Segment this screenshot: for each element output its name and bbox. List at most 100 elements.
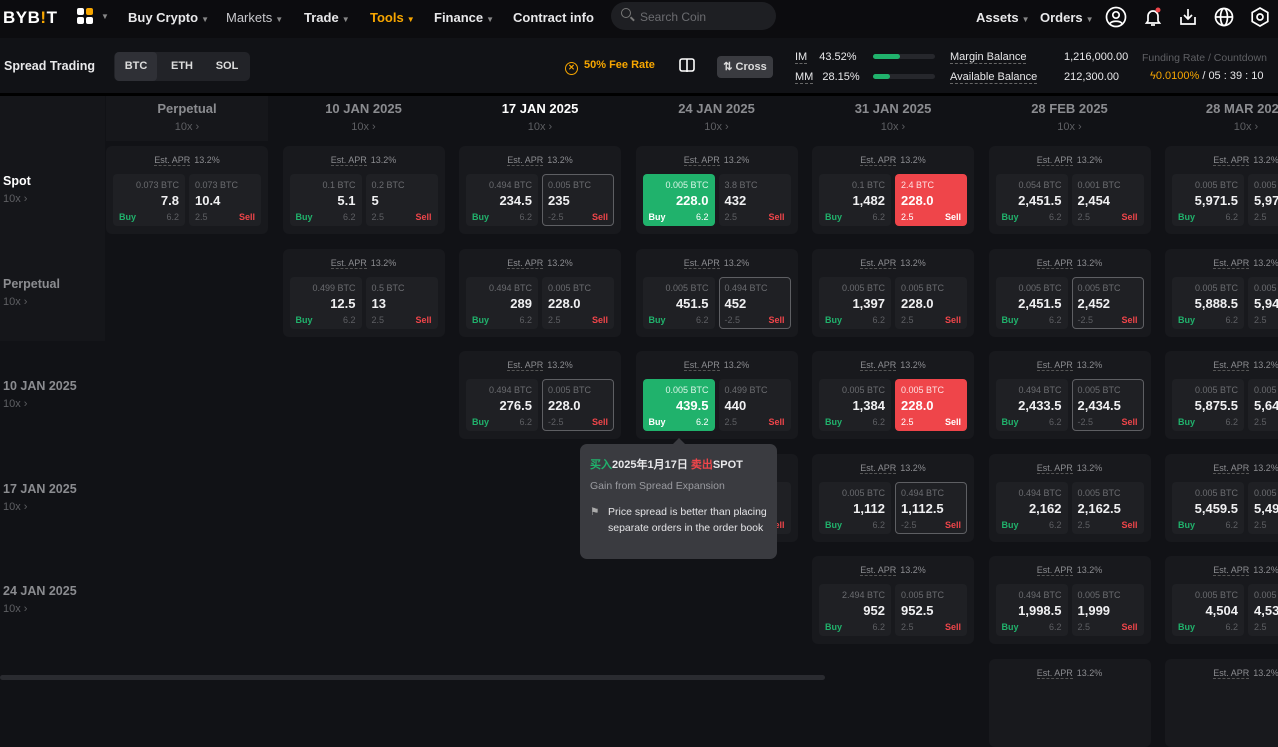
sell-button[interactable]: 0.005 BTC 2,162.5 2.5 Sell bbox=[1071, 481, 1144, 534]
row-header[interactable]: 17 JAN 2025 10x › bbox=[3, 481, 77, 513]
buy-button[interactable]: 0.005 BTC 5,888.5 6.2 Buy bbox=[1172, 276, 1244, 329]
buy-button[interactable]: 0.1 BTC 1,482 6.2 Buy bbox=[819, 174, 891, 226]
row-header[interactable]: Spot 10x › bbox=[3, 174, 31, 205]
spread-card: Est. APR 13.2% 0.005 BTC 1,384 6.2 Buy 0.005 B… bbox=[812, 351, 974, 439]
bell-icon[interactable] bbox=[1142, 6, 1164, 28]
row-header[interactable]: 24 JAN 2025 10x › bbox=[3, 584, 77, 615]
sell-button[interactable]: 0.5 BTC 13 2.5 Sell bbox=[365, 276, 438, 329]
coin-tab-eth[interactable]: ETH bbox=[171, 60, 193, 72]
buy-button[interactable]: 0.005 BTC 5,875.5 6.2 Buy bbox=[1172, 379, 1244, 431]
bybit-logo[interactable]: BYB!T bbox=[3, 8, 58, 27]
sell-button[interactable]: 0.494 BTC 452 -2.5 Sell bbox=[718, 276, 791, 329]
apr-value: 13.2% bbox=[547, 257, 573, 268]
buy-button[interactable]: 0.494 BTC 2,162 6.2 Buy bbox=[995, 481, 1068, 534]
buy-button[interactable]: 0.005 BTC 1,112 6.2 Buy bbox=[819, 481, 891, 534]
search-input[interactable]: Search Coin bbox=[611, 2, 776, 30]
nav-tools[interactable]: Tools ▼ bbox=[370, 10, 415, 25]
apr-label: Est. APR bbox=[860, 257, 897, 269]
nav-markets[interactable]: Markets ▼ bbox=[226, 10, 284, 25]
buy-button[interactable]: 0.073 BTC 7.8 6.2 Buy bbox=[113, 174, 185, 226]
sell-button[interactable]: 0.005 BTC 228.0 -2.5 Sell bbox=[542, 379, 614, 431]
column-header[interactable]: 31 JAN 2025 10x › bbox=[854, 101, 932, 133]
apr-label: Est. APR bbox=[683, 360, 720, 371]
buy-price: 7.8 bbox=[160, 193, 179, 208]
globe-icon[interactable] bbox=[1213, 6, 1235, 28]
buy-quantity: 0.005 BTC bbox=[665, 282, 709, 293]
row-header[interactable]: Perpetual 10x › bbox=[3, 276, 60, 308]
buy-button[interactable]: 0.494 BTC 276.5 6.2 Buy bbox=[466, 379, 538, 431]
sell-button[interactable]: 0.001 BTC 2,454 2.5 Sell bbox=[1071, 174, 1144, 226]
nav-orders[interactable]: Orders ▼ bbox=[1040, 10, 1094, 25]
column-header[interactable]: Perpetual 10x › bbox=[157, 101, 217, 133]
sell-button[interactable]: 0.005 BTC 228.0 2.5 Sell bbox=[895, 276, 967, 329]
buy-button[interactable]: 0.499 BTC 12.5 6.2 Buy bbox=[289, 276, 362, 329]
sell-button[interactable]: 0.005 BTC 1,999 2.5 Sell bbox=[1071, 584, 1144, 636]
coin-tab-btc[interactable]: BTC bbox=[115, 52, 157, 81]
coin-tab-sol[interactable]: SOL bbox=[215, 60, 239, 72]
nav-assets[interactable]: Assets ▼ bbox=[976, 10, 1030, 25]
row-header[interactable]: 10 JAN 2025 10x › bbox=[3, 379, 77, 410]
buy-button[interactable]: 0.1 BTC 5.1 6.2 Buy bbox=[289, 174, 362, 226]
buy-button[interactable]: 0.494 BTC 1,998.5 6.2 Buy bbox=[995, 584, 1068, 636]
fee-rate-badge[interactable]: ✕ 50% Fee Rate bbox=[565, 59, 655, 75]
buy-label: Buy bbox=[472, 417, 490, 427]
sell-button[interactable]: 0.073 BTC 10.4 2.5 Sell bbox=[189, 174, 261, 226]
buy-button[interactable]: 2.494 BTC 952 6.2 Buy bbox=[819, 584, 891, 636]
buy-button[interactable]: 0.005 BTC 228.0 6.2 Buy bbox=[642, 174, 715, 226]
column-header[interactable]: 17 JAN 2025 10x › bbox=[501, 101, 579, 133]
buy-button[interactable]: 0.005 BTC 5,971.5 6.2 Buy bbox=[1172, 174, 1244, 226]
sell-quantity: 0.005 BTC bbox=[1077, 487, 1121, 498]
sell-fee: 2.5 bbox=[1254, 622, 1267, 632]
apps-grid-icon[interactable] bbox=[77, 8, 93, 24]
settings-icon[interactable] bbox=[1249, 6, 1271, 28]
nav-finance[interactable]: Finance ▼ bbox=[434, 10, 495, 25]
apr-value: 13.2% bbox=[1076, 257, 1103, 268]
buy-button[interactable]: 0.494 BTC 234.5 6.2 Buy bbox=[466, 174, 538, 226]
column-header[interactable]: 28 FEB 2025 10x › bbox=[1031, 101, 1108, 133]
margin-mode-button[interactable]: ⇅ Cross bbox=[717, 56, 773, 78]
sell-button[interactable]: 0.005 BTC 228.0 2.5 Sell bbox=[542, 276, 614, 329]
spread-card: Est. APR 13.2% 0.005 BTC 451.5 6.2 Buy 0.494 B… bbox=[635, 248, 798, 337]
column-header[interactable]: 10 JAN 2025 10x › bbox=[325, 101, 402, 133]
nav-trade[interactable]: Trade ▼ bbox=[304, 10, 350, 25]
buy-button[interactable]: 0.005 BTC 1,397 6.2 Buy bbox=[819, 276, 891, 329]
column-header[interactable]: 24 JAN 2025 10x › bbox=[678, 101, 755, 133]
sell-button[interactable]: 0.499 BTC 440 2.5 Sell bbox=[718, 379, 791, 431]
sell-button[interactable]: 2.4 BTC 228.0 2.5 Sell bbox=[895, 174, 967, 226]
sell-button[interactable]: 0.005 BTC 2,434.5 -2.5 Sell bbox=[1071, 379, 1144, 431]
buy-price: 2,162 bbox=[1028, 500, 1062, 516]
buy-button[interactable]: 0.005 BTC 451.5 6.2 Buy bbox=[642, 276, 715, 329]
nav-buy-crypto[interactable]: Buy Crypto ▼ bbox=[128, 10, 209, 25]
sell-button[interactable]: 0.2 BTC 5 2.5 Sell bbox=[365, 174, 438, 226]
sell-button[interactable]: 0.494 BTC 1,112.5 -2.5 Sell bbox=[895, 481, 967, 534]
nav-contract-info[interactable]: Contract info bbox=[513, 10, 594, 25]
book-icon[interactable] bbox=[679, 58, 695, 78]
sell-button[interactable]: 0.005 BTC 228.0 2.5 Sell bbox=[895, 379, 967, 431]
download-icon[interactable] bbox=[1177, 6, 1199, 28]
user-icon[interactable] bbox=[1105, 6, 1127, 28]
sell-fee: -2.5 bbox=[548, 212, 564, 222]
spread-card: Est. APR 13.2% 0.005 BTC 1,397 6.2 Buy 0.005 B… bbox=[812, 248, 974, 337]
sell-quantity: 0.005 bbox=[1254, 282, 1277, 293]
sell-button[interactable]: 3.8 BTC 432 2.5 Sell bbox=[718, 174, 791, 226]
buy-button[interactable]: 0.054 BTC 2,451.5 6.2 Buy bbox=[995, 174, 1068, 226]
buy-button[interactable]: 0.494 BTC 2,433.5 6.2 Buy bbox=[995, 379, 1068, 431]
buy-label: Buy bbox=[1178, 417, 1196, 427]
buy-button[interactable]: 0.494 BTC 289 6.2 Buy bbox=[466, 276, 538, 329]
buy-button[interactable]: 0.005 BTC 4,504 6.2 Buy bbox=[1172, 584, 1244, 636]
sell-button[interactable]: 0.005 BTC 952.5 2.5 Sell bbox=[895, 584, 967, 636]
buy-label: Buy bbox=[295, 212, 313, 222]
buy-button[interactable]: 0.005 BTC 1,384 6.2 Buy bbox=[819, 379, 891, 431]
sell-button[interactable]: 0.005 BTC 2,452 -2.5 Sell bbox=[1071, 276, 1144, 329]
sell-button[interactable]: 0.005 BTC 235 -2.5 Sell bbox=[542, 174, 614, 226]
buy-button[interactable]: 0.005 BTC 2,451.5 6.2 Buy bbox=[995, 276, 1068, 329]
horizontal-scrollbar[interactable] bbox=[0, 675, 825, 680]
buy-button[interactable]: 0.005 BTC 5,459.5 6.2 Buy bbox=[1172, 481, 1244, 534]
buy-button[interactable]: 0.005 BTC 439.5 6.2 Buy bbox=[642, 379, 715, 431]
